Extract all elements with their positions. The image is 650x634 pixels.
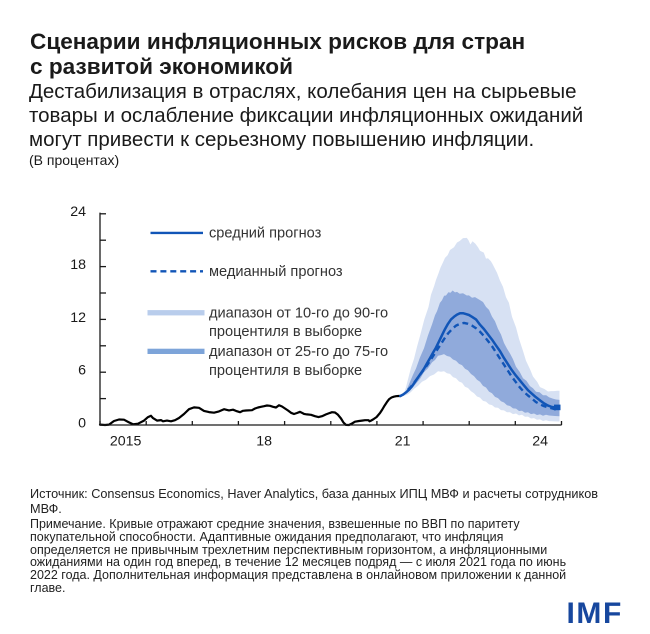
svg-text:средний прогноз: средний прогноз (209, 226, 322, 242)
svg-text:18: 18 (70, 257, 86, 273)
svg-text:6: 6 (78, 363, 86, 379)
svg-text:2015: 2015 (110, 433, 142, 449)
svg-text:18: 18 (256, 433, 272, 449)
svg-text:диапазон от 10-го до 90-го: диапазон от 10-го до 90-го (209, 305, 388, 321)
svg-text:0: 0 (78, 415, 86, 431)
svg-text:диапазон от 25-го до 75-го: диапазон от 25-го до 75-го (209, 344, 388, 360)
svg-text:процентиля в выборке: процентиля в выборке (209, 324, 362, 340)
svg-text:24: 24 (70, 204, 86, 220)
svg-text:медианный прогноз: медианный прогноз (209, 264, 343, 280)
svg-text:процентиля в выборке: процентиля в выборке (209, 363, 362, 379)
svg-text:21: 21 (395, 433, 411, 449)
svg-text:12: 12 (70, 310, 86, 326)
svg-text:24: 24 (532, 433, 548, 449)
